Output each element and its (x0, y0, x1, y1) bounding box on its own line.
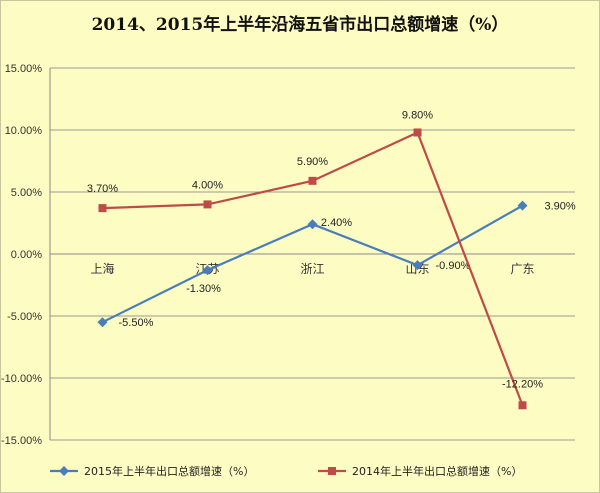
y-tick-label: -15.00% (1, 435, 42, 447)
y-tick-label: 5.00% (11, 187, 42, 199)
data-label: 5.90% (297, 156, 328, 168)
data-label: 3.70% (87, 183, 118, 195)
legend-label: 2015年上半年出口总额增速（%） (84, 464, 254, 478)
x-tick-label: 上海 (90, 261, 114, 276)
data-label: 3.90% (545, 201, 576, 213)
legend-marker (59, 466, 69, 476)
y-axis: 15.00% 10.00% 5.00% 0.00% -5.00% -10.00% -15.0… (1, 63, 51, 447)
data-label: -1.30% (186, 283, 221, 295)
gridlines (50, 67, 575, 441)
legend: 2015年上半年出口总额增速（%） 2014年上半年出口总额增速（%） (50, 464, 522, 478)
data-label: -5.50% (119, 317, 154, 329)
data-point (203, 200, 212, 209)
y-tick-label: 15.00% (5, 63, 43, 75)
y-tick-label: -10.00% (1, 373, 42, 385)
legend-label: 2014年上半年出口总额增速（%） (352, 464, 522, 478)
data-point (307, 219, 318, 230)
data-point (202, 265, 213, 276)
legend-marker (328, 467, 336, 475)
y-tick-label: 0.00% (11, 249, 42, 261)
data-label: 2.40% (321, 217, 352, 229)
data-point (308, 176, 317, 185)
data-point (412, 260, 423, 271)
x-tick-label: 广东 (510, 262, 534, 276)
data-label: -0.90% (436, 260, 471, 272)
x-tick-label: 浙江 (300, 262, 324, 276)
data-point (98, 204, 107, 213)
y-tick-label: -5.00% (7, 311, 42, 323)
x-axis: 上海江苏浙江山东广东 (90, 261, 534, 276)
data-point (97, 317, 108, 328)
data-label: -12.20% (502, 378, 543, 390)
data-label: 9.80% (402, 109, 433, 121)
data-label: 4.00% (192, 179, 223, 191)
chart-title: 2014、2015年上半年沿海五省市出口总额增速（%） (91, 15, 509, 35)
data-point (517, 200, 528, 211)
data-point (413, 128, 422, 137)
y-tick-label: 10.00% (5, 125, 43, 137)
series-group: -5.50% -1.30% 2.40% -0.90% 3.90% 3.70% 4.00% 5.… (87, 109, 576, 410)
data-point (518, 401, 527, 410)
